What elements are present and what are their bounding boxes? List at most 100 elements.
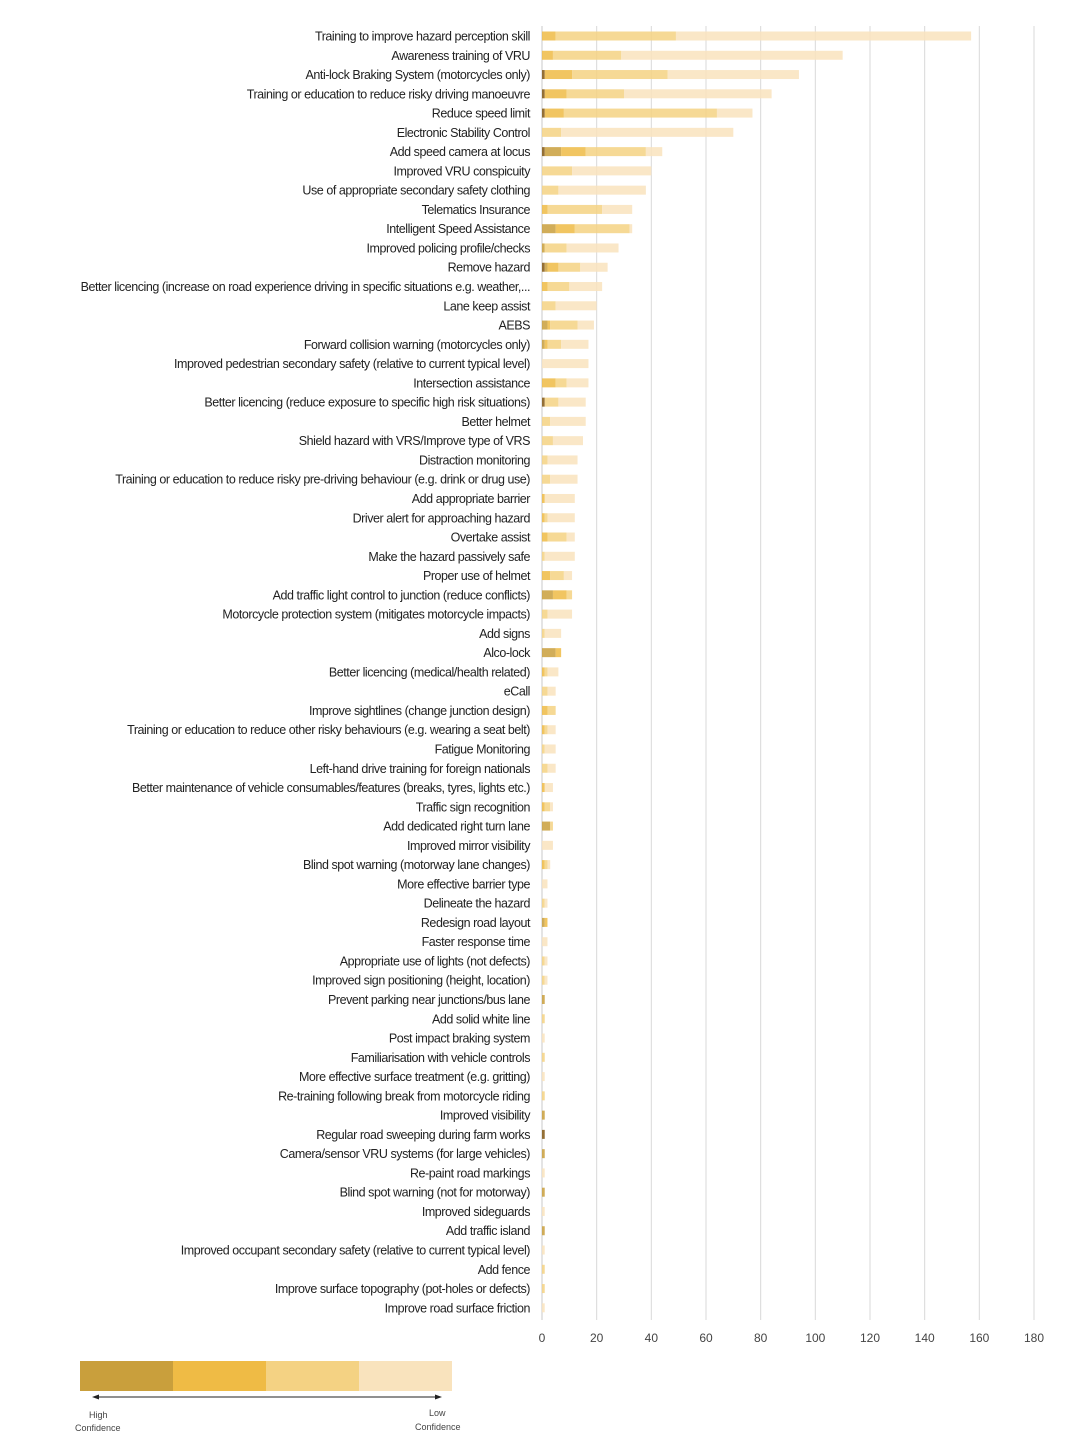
bar-segment (542, 31, 556, 41)
x-tick-label: 80 (754, 1331, 768, 1345)
category-label: Electronic Stability Control (397, 126, 530, 140)
bar-segment (542, 1014, 545, 1024)
category-label: Camera/sensor VRU systems (for large veh… (280, 1147, 530, 1161)
category-label: Reduce speed limit (432, 107, 531, 121)
category-label: Re-training following break from motorcy… (278, 1089, 530, 1103)
bar-segment (542, 50, 553, 60)
category-label: Familiarisation with vehicle controls (351, 1051, 530, 1065)
bar-segment (566, 243, 619, 253)
bar-segment (602, 204, 633, 214)
category-label: Appropriate use of lights (not defects) (340, 954, 530, 968)
bar-segment (544, 397, 559, 407)
x-tick-label: 60 (699, 1331, 713, 1345)
category-label: More effective barrier type (397, 877, 530, 891)
bar-segment (542, 551, 545, 561)
bar-segment (542, 648, 556, 658)
legend: High Confidence Low Confidence (75, 1361, 461, 1433)
arrow-head-left (92, 1394, 99, 1400)
category-label: Alco-lock (483, 646, 531, 660)
category-label: Improved visibility (440, 1109, 531, 1123)
bar-segment (544, 493, 575, 503)
category-label: Improve sightlines (change junction desi… (309, 704, 530, 718)
x-tick-label: 0 (539, 1331, 546, 1345)
bar-segment (542, 1187, 545, 1197)
category-label: Improved VRU conspicuity (394, 164, 532, 178)
bar-segment (542, 1226, 545, 1236)
category-label: Telematics Insurance (422, 203, 531, 217)
category-label: Driver alert for approaching hazard (353, 511, 531, 525)
bar-segment (544, 917, 548, 927)
category-label: Better maintenance of vehicle consumable… (132, 781, 530, 795)
bar-segment (542, 1206, 545, 1216)
bar-segment (561, 127, 734, 137)
category-label: Training or education to reduce risky pr… (115, 473, 530, 487)
bar-segment (558, 185, 646, 195)
bar-segment (544, 667, 548, 677)
bar-segment (542, 166, 573, 176)
bar-segment (542, 686, 548, 696)
x-tick-label: 160 (969, 1331, 989, 1345)
category-label: Better licencing (medical/health related… (329, 665, 530, 679)
bar-segment (542, 513, 545, 523)
bar-segment (675, 31, 972, 41)
bar-segment (542, 840, 553, 850)
bar-segment (542, 802, 545, 812)
category-label: Proper use of helmet (423, 569, 531, 583)
legend-swatch (266, 1361, 359, 1391)
bar-segment (542, 956, 545, 966)
x-tick-labels: 0 20 40 60 80 100 120 140 160 180 (539, 1331, 1045, 1345)
bars (542, 31, 972, 1313)
bar-segment (550, 821, 553, 831)
bar-segment (542, 1245, 545, 1255)
bar-segment (542, 436, 553, 446)
bar-segment (547, 609, 573, 619)
bar-segment (542, 1149, 545, 1159)
bar-segment (550, 474, 578, 484)
legend-swatch (173, 1361, 266, 1391)
bar-segment (542, 860, 545, 870)
category-label: Training or education to reduce risky dr… (247, 87, 531, 101)
bar-segment (542, 628, 545, 638)
bar-segment (542, 995, 545, 1004)
bar-segment (544, 243, 567, 253)
category-label: Improved mirror visibility (407, 839, 531, 853)
bar-segment (566, 378, 589, 388)
bar-segment (544, 783, 553, 793)
category-label: Training to improve hazard perception sk… (315, 30, 530, 44)
bar-segment (544, 551, 575, 561)
category-label: Re-paint road markings (410, 1166, 530, 1180)
bar-segment (629, 224, 633, 234)
category-label: Distraction monitoring (419, 453, 530, 467)
category-label: Improved occupant secondary safety (rela… (181, 1244, 531, 1258)
category-label: Left-hand drive training for foreign nat… (310, 762, 531, 776)
bar-segment (555, 378, 567, 388)
category-label: Delineate the hazard (424, 897, 531, 911)
bar-segment (542, 1091, 545, 1101)
bar-segment (542, 975, 545, 985)
category-label: Improve road surface friction (385, 1301, 531, 1315)
category-label: Improved pedestrian secondary safety (re… (174, 357, 530, 371)
bar-segment (542, 1284, 545, 1294)
bar-segment (542, 127, 562, 137)
bar-segment (542, 243, 545, 253)
bar-segment (542, 493, 545, 503)
bar-segment (542, 70, 545, 80)
bar-segment (547, 339, 562, 349)
bar-segment (552, 590, 567, 600)
bar-segment (542, 898, 545, 908)
bar-segment (572, 70, 668, 80)
bar-segment (547, 455, 578, 465)
bar-segment (558, 262, 581, 272)
bar-segment (547, 532, 567, 542)
bar-segment (544, 628, 562, 638)
category-label: Awareness training of VRU (391, 49, 530, 63)
x-tick-label: 20 (590, 1331, 604, 1345)
category-label: Add speed camera at locus (390, 145, 530, 159)
bar-segment (542, 185, 559, 195)
bar-segment (542, 147, 545, 157)
bar-segment (566, 532, 575, 542)
bar-segment (542, 108, 545, 118)
legend-high-confidence: Confidence (75, 1423, 121, 1433)
category-label: Intersection assistance (413, 376, 530, 390)
